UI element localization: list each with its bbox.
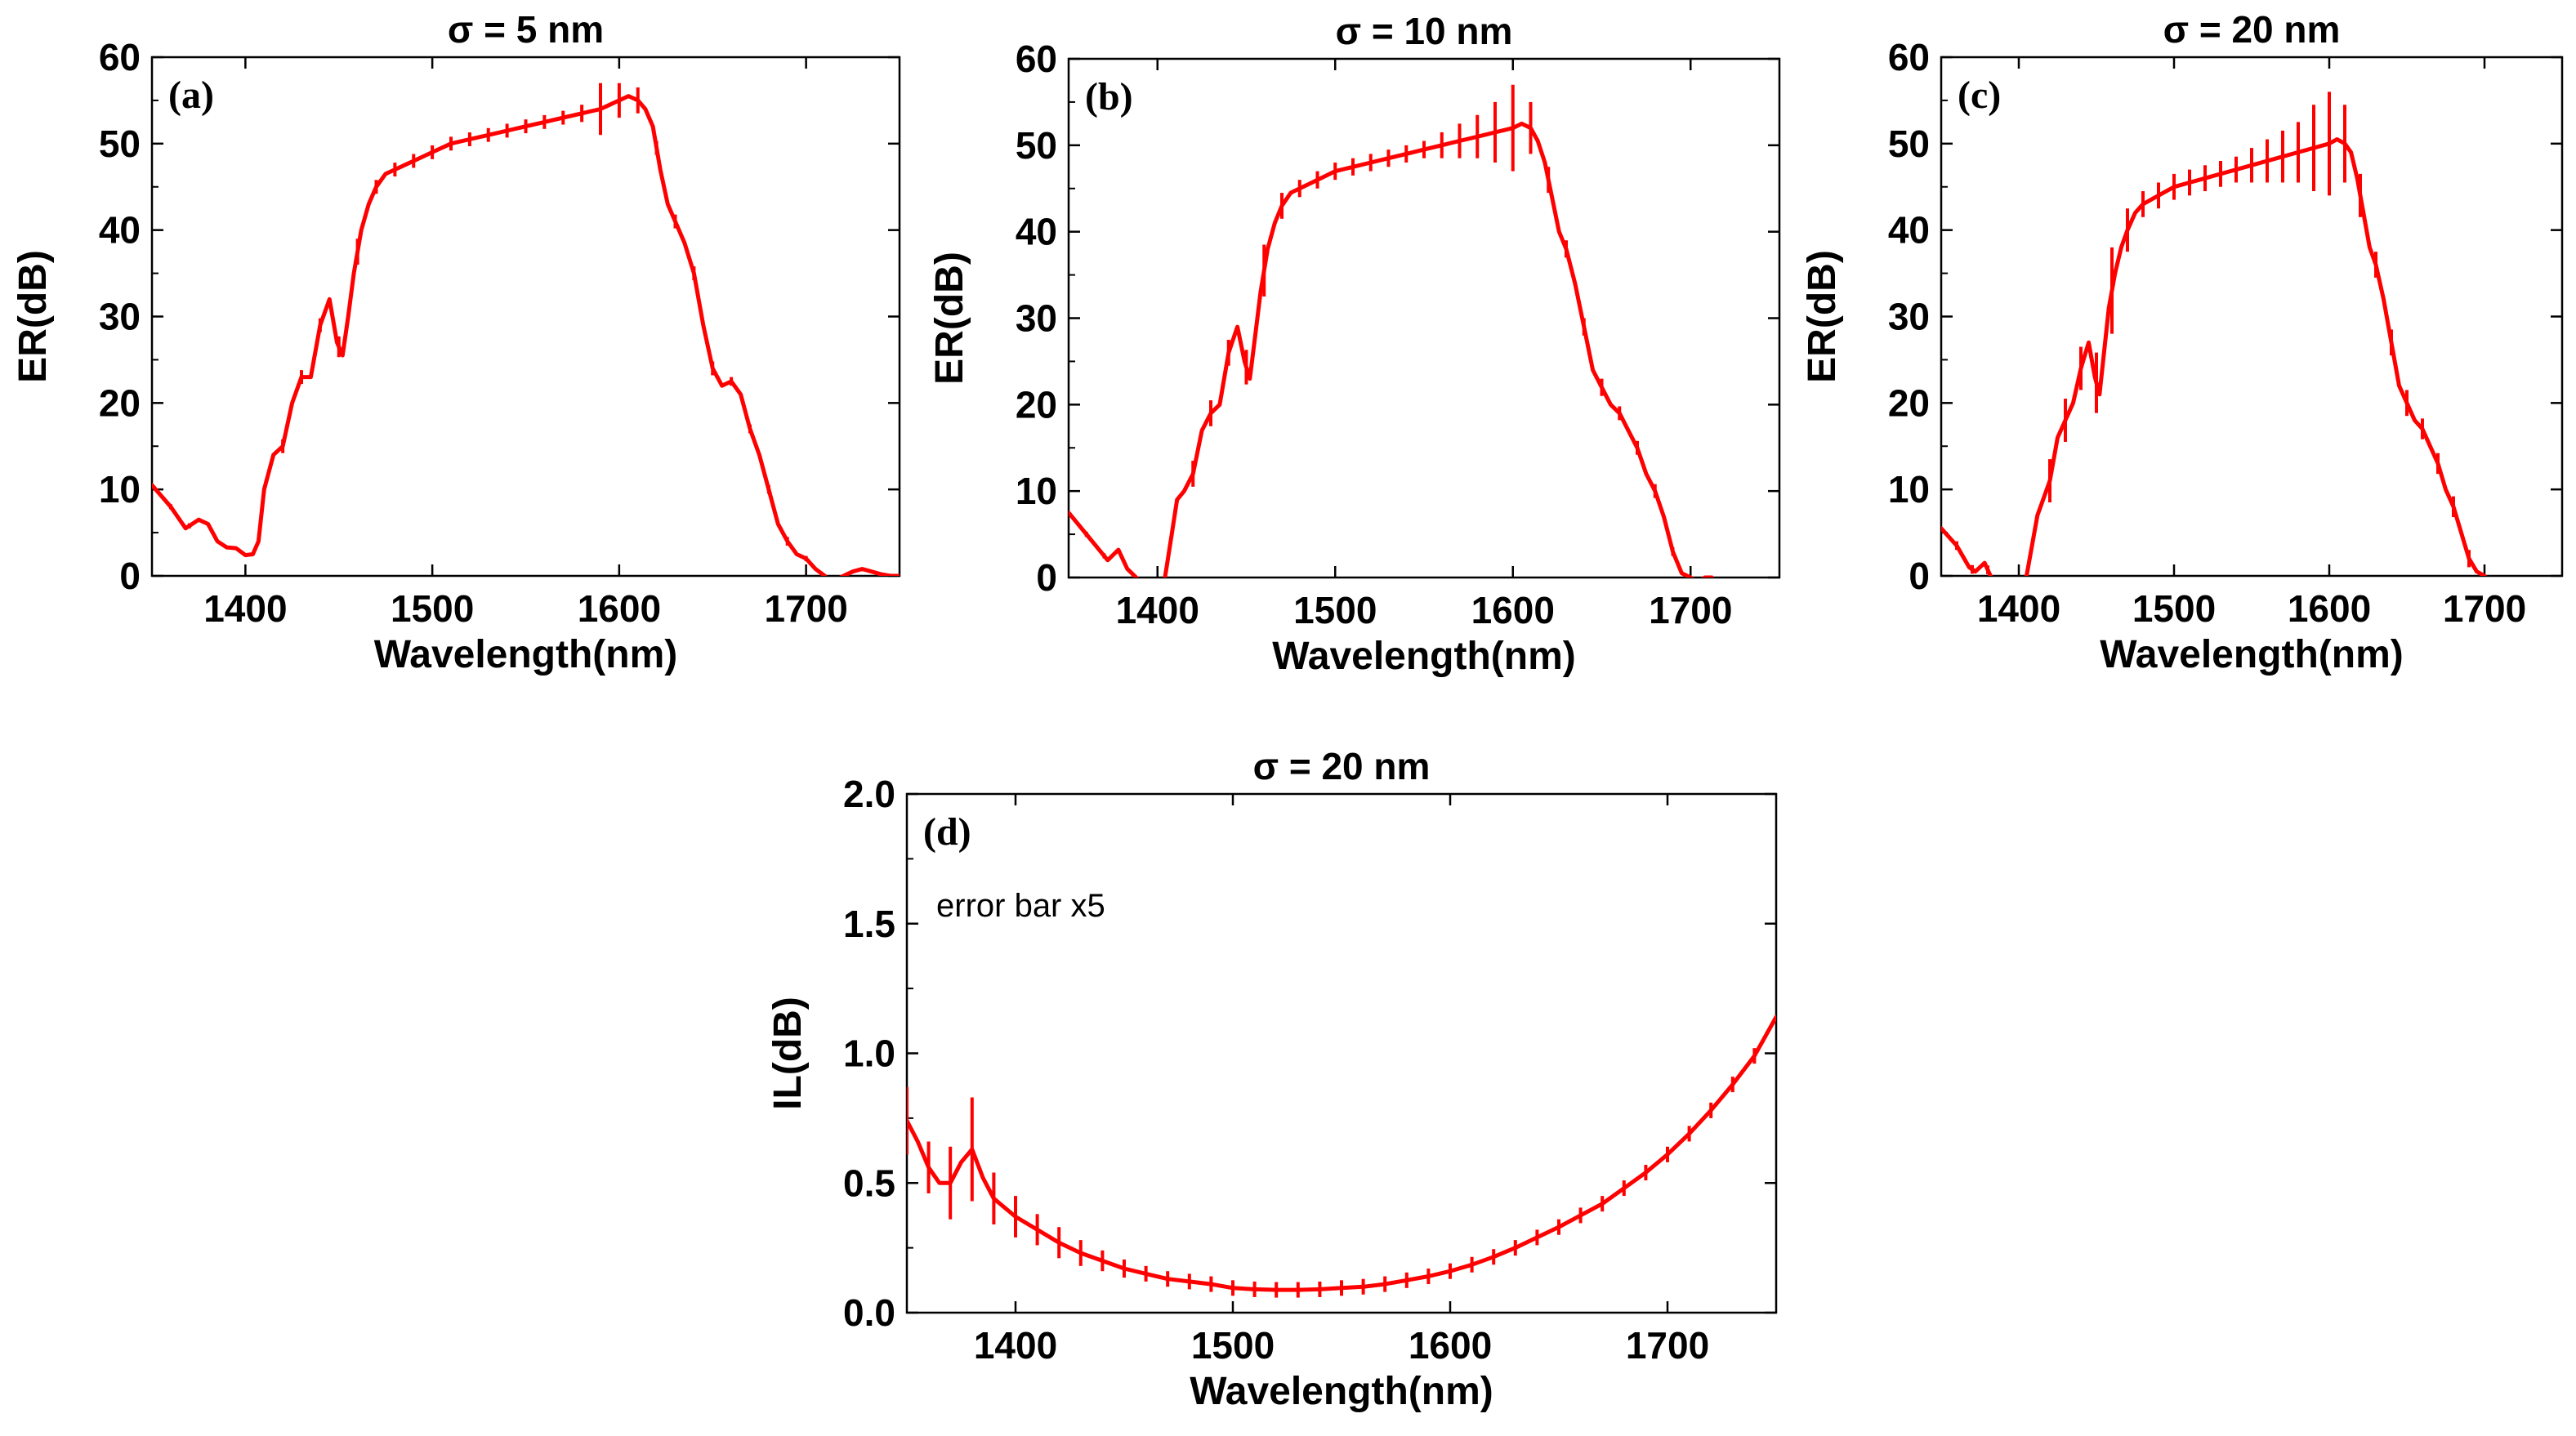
y-tick-label: 20 — [1888, 381, 1930, 424]
y-axis-label: ER(dB) — [11, 250, 55, 383]
y-tick-label: 20 — [1016, 383, 1057, 426]
panel-label: (b) — [1085, 75, 1133, 118]
y-axis-label: ER(dB) — [1801, 250, 1844, 383]
y-tick-label: 50 — [99, 123, 141, 165]
y-tick-label: 1.0 — [843, 1032, 895, 1075]
x-tick-label: 1600 — [2288, 587, 2371, 630]
chart-panel-d: σ = 20 nm (d) error bar x5 1400 1500 1600 1700… — [766, 745, 1778, 1413]
chart-panel-c: σ = 20 nm (c) 1400 1500 1600 1700 0 10 20 30 40 50 6… — [1801, 8, 2564, 676]
plot-frame — [1940, 56, 2564, 578]
y-tick-label: 1.5 — [843, 903, 895, 945]
y-tick-label: 0 — [1909, 555, 1930, 597]
panel-label: (c) — [1958, 74, 2001, 117]
data-layer — [907, 1015, 1776, 1298]
chart-title: σ = 20 nm — [1253, 745, 1431, 787]
y-tick-label: 30 — [1016, 297, 1057, 340]
y-tick-label: 40 — [99, 209, 141, 252]
x-axis-label: Wavelength(nm) — [1190, 1370, 1493, 1413]
y-tick-label: 50 — [1888, 123, 1930, 165]
y-axis-label: IL(dB) — [766, 997, 810, 1110]
x-tick-label: 1600 — [1471, 589, 1555, 631]
y-tick-label: 60 — [1888, 36, 1930, 78]
x-tick-label: 1600 — [578, 587, 661, 630]
chart-title: σ = 10 nm — [1336, 10, 1513, 52]
x-tick-label: 1600 — [1409, 1324, 1492, 1367]
y-tick-label: 0 — [1036, 556, 1057, 599]
y-tick-label: 30 — [1888, 296, 1930, 338]
panel-label: (a) — [168, 74, 214, 117]
series-line — [907, 1015, 1776, 1292]
y-tick-label: 40 — [1016, 211, 1057, 253]
x-axis-label: Wavelength(nm) — [2100, 633, 2404, 676]
x-tick-label: 1500 — [1191, 1324, 1275, 1367]
x-axis-label: Wavelength(nm) — [1272, 635, 1576, 678]
x-tick-label: 1500 — [391, 587, 474, 630]
y-tick-label: 0 — [119, 555, 141, 597]
x-tick-label: 1500 — [2132, 587, 2216, 630]
data-layer — [1941, 91, 2487, 576]
x-tick-label: 1400 — [203, 587, 287, 630]
data-layer — [152, 83, 900, 576]
y-tick-label: 2.0 — [843, 773, 895, 815]
y-tick-label: 50 — [1016, 124, 1057, 167]
x-tick-label: 1700 — [1649, 589, 1732, 631]
y-tick-label: 10 — [99, 468, 141, 511]
y-tick-label: 60 — [99, 36, 141, 78]
y-tick-label: 60 — [1016, 38, 1057, 80]
x-axis-label: Wavelength(nm) — [374, 633, 678, 676]
y-tick-label: 20 — [99, 381, 141, 424]
x-tick-label: 1400 — [1977, 587, 2060, 630]
chart-title: σ = 20 nm — [2163, 8, 2341, 51]
y-tick-label: 0.0 — [843, 1291, 895, 1334]
annotation-note: error bar x5 — [936, 888, 1105, 924]
x-tick-label: 1700 — [2443, 587, 2526, 630]
x-tick-label: 1400 — [1116, 589, 1199, 631]
y-tick-label: 40 — [1888, 209, 1930, 252]
x-tick-label: 1400 — [974, 1324, 1057, 1367]
chart-panel-a: σ = 5 nm (a) 1400 1500 1600 1700 0 10 20 30 40 50 60… — [11, 8, 901, 676]
series-line — [1941, 137, 2487, 576]
data-layer — [1069, 84, 1714, 578]
y-tick-label: 10 — [1888, 468, 1930, 511]
y-axis-label: ER(dB) — [928, 252, 971, 385]
x-tick-label: 1700 — [764, 587, 847, 630]
series-line — [1069, 121, 1714, 578]
y-tick-label: 10 — [1016, 470, 1057, 512]
y-tick-label: 30 — [99, 296, 141, 338]
chart-panel-b: σ = 10 nm (b) 1400 1500 1600 1700 0 10 20 30 40 50 6… — [928, 10, 1781, 678]
panel-label: (d) — [923, 810, 971, 854]
chart-title: σ = 5 nm — [448, 8, 604, 51]
x-tick-label: 1500 — [1293, 589, 1377, 631]
x-tick-label: 1700 — [1626, 1324, 1709, 1367]
series-line — [152, 94, 900, 576]
y-tick-label: 0.5 — [843, 1162, 895, 1204]
